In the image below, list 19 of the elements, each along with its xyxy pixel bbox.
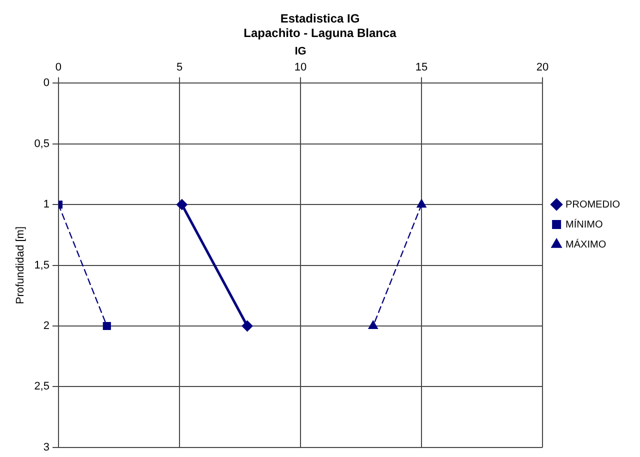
y-tick-label: 1,5 bbox=[34, 259, 50, 272]
legend-label: MÍNIMO bbox=[566, 218, 603, 230]
y-tick-label: 2 bbox=[43, 320, 50, 332]
y-tick-label: 0 bbox=[43, 77, 50, 90]
x-tick-label: 5 bbox=[176, 62, 183, 74]
x-tick-label: 10 bbox=[294, 62, 307, 74]
x-tick-label: 15 bbox=[415, 62, 428, 74]
x-axis-title: IG bbox=[294, 45, 306, 58]
x-tick-label: 20 bbox=[536, 62, 549, 74]
chart-subtitle: Lapachito - Laguna Blanca bbox=[244, 26, 397, 40]
legend-label: MÁXIMO bbox=[566, 238, 606, 250]
x-tick-label: 0 bbox=[55, 62, 62, 74]
chart-title: Estadistica IG bbox=[280, 12, 360, 26]
y-tick-label: 1 bbox=[43, 198, 50, 211]
y-tick-label: 2,5 bbox=[34, 380, 50, 393]
y-axis-title: Profundidad [m] bbox=[14, 226, 27, 304]
y-tick-label: 3 bbox=[43, 441, 50, 454]
y-tick-label: 0,5 bbox=[34, 138, 50, 150]
legend-label: PROMEDIO bbox=[566, 199, 620, 210]
